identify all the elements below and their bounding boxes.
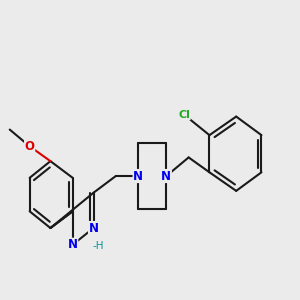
- Text: -H: -H: [92, 241, 103, 251]
- Text: N: N: [161, 169, 171, 182]
- Text: O: O: [25, 140, 34, 153]
- Text: N: N: [68, 238, 78, 251]
- Text: N: N: [133, 169, 143, 182]
- Text: Cl: Cl: [178, 110, 190, 120]
- Text: N: N: [88, 221, 98, 235]
